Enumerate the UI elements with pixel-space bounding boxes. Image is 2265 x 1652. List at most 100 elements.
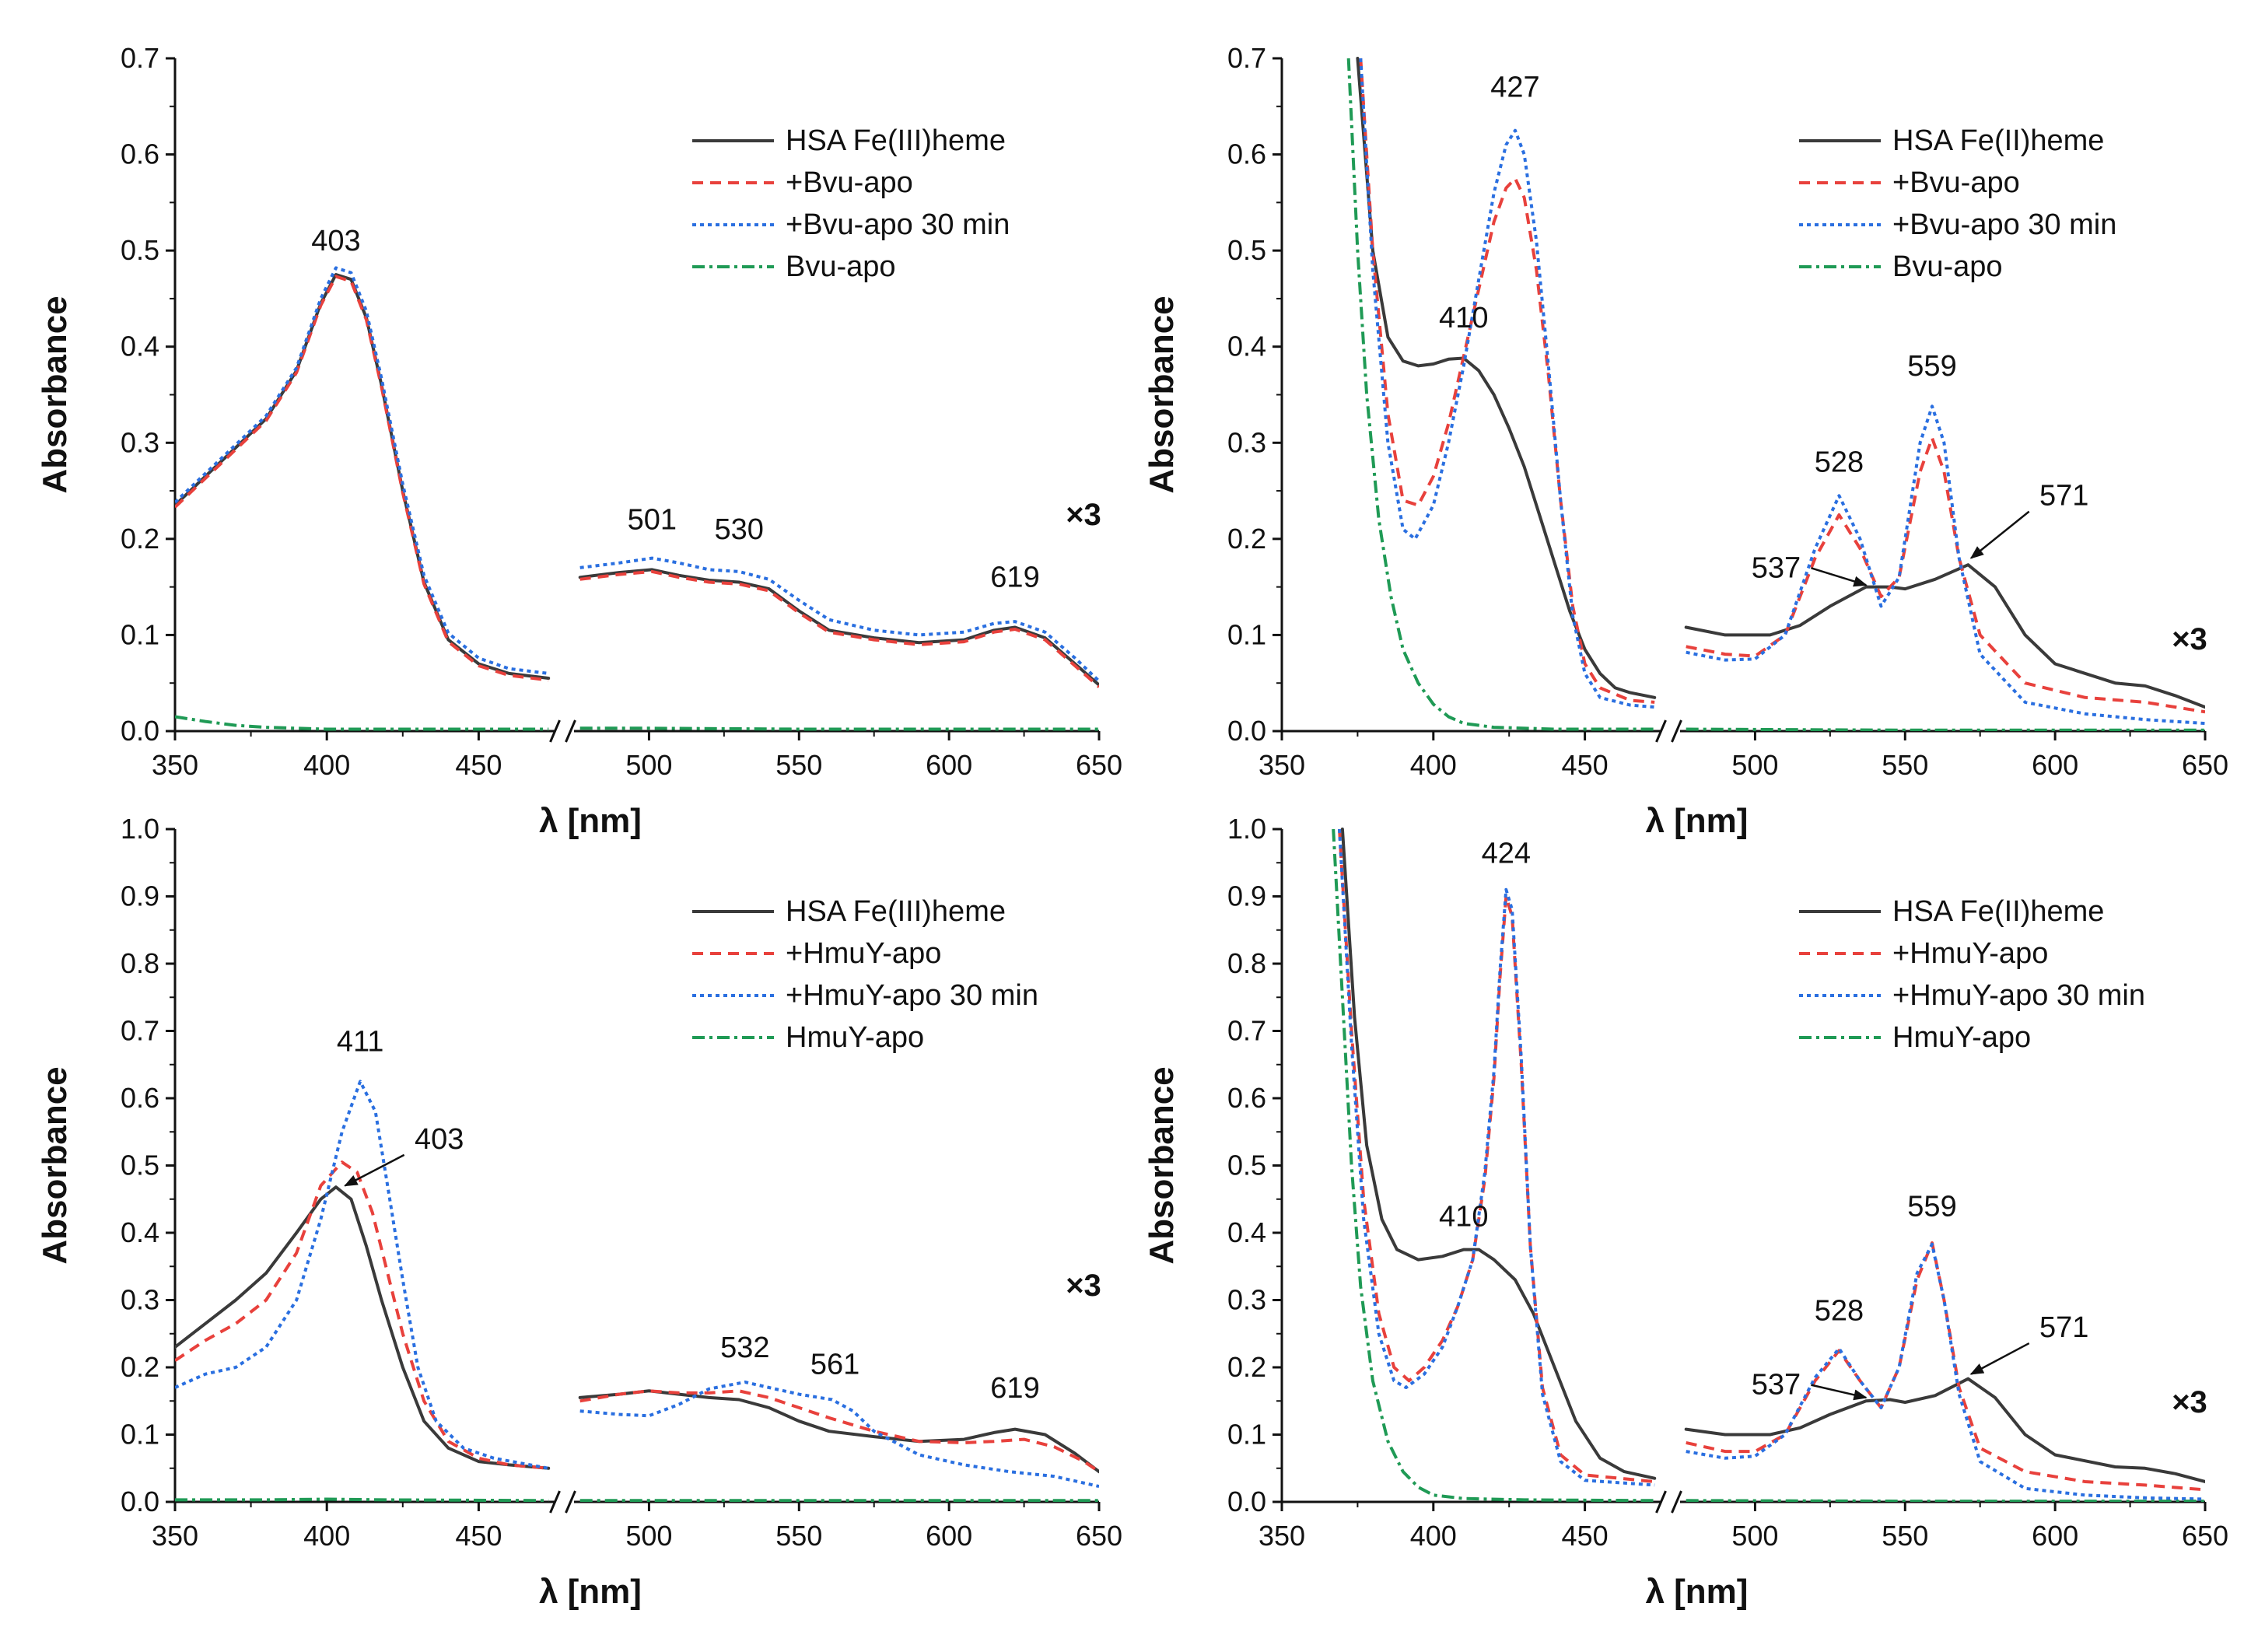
y-axis-title: Absorbance xyxy=(36,1066,74,1264)
series-line-apo-right xyxy=(1686,1241,2205,1492)
panel-top-right: 0.0 0.1 0.2 0.3 0.4 0.5 0.6 0.7 350 400 450 500 550 6… xyxy=(1143,42,2228,840)
x-axis-title: λ [nm] xyxy=(1646,802,1749,840)
peak-label: 410 xyxy=(1439,302,1488,334)
x-tick-label: 350 xyxy=(1259,749,1305,781)
y-tick-label: 0.6 xyxy=(121,1082,159,1114)
series-line-apo-right xyxy=(1686,436,2205,714)
axis-break-mark xyxy=(1671,1490,1682,1514)
y-axis-title: Absorbance xyxy=(1143,296,1181,493)
annotation-arrow xyxy=(1811,1384,1868,1401)
legend-label: HSA Fe(II)heme xyxy=(1892,895,2104,928)
axis-break-mark xyxy=(1655,1490,1667,1514)
legend-label: +HmuY-apo xyxy=(1892,937,2048,970)
x-tick-label: 550 xyxy=(775,749,822,781)
peak-label: 537 xyxy=(1752,1369,1801,1402)
annotation-arrow xyxy=(344,1153,405,1187)
legend-label: Bvu-apo xyxy=(1892,250,2003,283)
peak-label: 528 xyxy=(1815,446,1864,478)
peak-label: 619 xyxy=(990,1372,1039,1405)
x-tick-label: 600 xyxy=(926,1520,972,1552)
legend-label: HSA Fe(II)heme xyxy=(1892,124,2104,157)
y-tick-label: 0.3 xyxy=(121,1284,159,1316)
series-line-protein-left xyxy=(1346,58,1655,731)
annotation-arrow xyxy=(1969,510,2030,559)
y-tick-label: 0.2 xyxy=(121,523,159,555)
y-tick-label: 0.1 xyxy=(121,1419,159,1451)
y-tick-label: 0.5 xyxy=(1227,1150,1266,1181)
peak-label: 424 xyxy=(1482,837,1531,870)
y-tick-label: 0.7 xyxy=(121,42,159,74)
x-axis-symbol: λ xyxy=(539,802,558,840)
x-axis-unit: [nm] xyxy=(1674,1573,1748,1611)
series-line-hsa-right xyxy=(578,568,1099,687)
axis-break-mark xyxy=(1671,719,1682,743)
x-tick-label: 400 xyxy=(303,1520,350,1552)
axis-break-mark xyxy=(565,719,576,743)
y-tick-label: 0.9 xyxy=(121,880,159,912)
y-tick-label: 0.9 xyxy=(1227,880,1266,912)
x-tick-label: 450 xyxy=(455,749,502,781)
x-tick-label: 550 xyxy=(1882,749,1928,781)
peak-label: 571 xyxy=(2039,1311,2088,1344)
y-tick-label: 0.4 xyxy=(121,1216,159,1248)
axis-break-mark xyxy=(549,719,561,743)
series-line-hsa-right xyxy=(1684,1377,2205,1483)
peak-label: 411 xyxy=(337,1025,384,1058)
y-tick-label: 0.4 xyxy=(1227,1216,1266,1248)
x-tick-label: 550 xyxy=(775,1520,822,1552)
x-tick-label: 600 xyxy=(2032,749,2078,781)
x-tick-label: 500 xyxy=(625,1520,672,1552)
axis-break-mark xyxy=(565,1490,576,1514)
y-tick-label: 0.2 xyxy=(1227,1351,1266,1383)
legend-label: +HmuY-apo 30 min xyxy=(786,979,1038,1012)
peak-label: 537 xyxy=(1752,551,1801,584)
y-tick-label: 0.5 xyxy=(1227,234,1266,266)
x-axis-title: λ [nm] xyxy=(1646,1573,1749,1611)
x-tick-label: 500 xyxy=(1731,749,1778,781)
series-line-protein-left xyxy=(175,715,549,731)
peak-label: 559 xyxy=(1907,1190,1956,1223)
x-tick-label: 350 xyxy=(152,1520,198,1552)
peak-label: 561 xyxy=(810,1349,859,1381)
legend-label: +Bvu-apo xyxy=(1892,166,2020,199)
peak-label: 559 xyxy=(1907,350,1956,383)
y-tick-label: 0.5 xyxy=(121,1150,159,1181)
series-line-protein-left xyxy=(175,1497,549,1502)
series-line-apo-right xyxy=(579,1389,1099,1473)
series-line-hsa-left xyxy=(1356,57,1657,699)
x-axis-unit: [nm] xyxy=(568,802,642,840)
x-axis-title: λ [nm] xyxy=(539,802,642,840)
y-tick-label: 0.7 xyxy=(1227,1015,1266,1047)
y-tick-label: 0.8 xyxy=(121,947,159,979)
y-tick-label: 0.6 xyxy=(121,138,159,170)
x-tick-label: 350 xyxy=(152,749,198,781)
legend-label: HSA Fe(III)heme xyxy=(786,895,1006,928)
scale-factor-label: ×3 xyxy=(2172,1385,2207,1419)
series-line-protein-left xyxy=(1332,828,1655,1502)
legend-label: HmuY-apo xyxy=(786,1021,924,1054)
series-line-apo30-left xyxy=(175,266,549,675)
y-tick-label: 0.6 xyxy=(1227,1082,1266,1114)
y-tick-label: 1.0 xyxy=(1227,813,1266,845)
series-line-hsa-left xyxy=(175,1185,551,1470)
x-axis-symbol: λ xyxy=(1646,1573,1665,1611)
panel-bottom-right: 0.0 0.1 0.2 0.3 0.4 0.5 0.6 0.7 0.8 0.9 1.0 350 400 4… xyxy=(1143,813,2228,1611)
axis-break-mark xyxy=(549,1490,561,1514)
x-axis-symbol: λ xyxy=(539,1573,558,1611)
series-line-apo30-right xyxy=(1686,404,2205,726)
y-tick-label: 0.1 xyxy=(1227,1419,1266,1451)
peak-label: 403 xyxy=(311,225,360,257)
x-axis-symbol: λ xyxy=(1646,802,1665,840)
x-tick-label: 650 xyxy=(2182,749,2228,781)
y-tick-label: 0.7 xyxy=(121,1015,159,1047)
series-line-apo-left xyxy=(175,1160,549,1470)
y-tick-label: 0.7 xyxy=(1227,42,1266,74)
x-tick-label: 400 xyxy=(1410,1520,1457,1552)
scale-factor-label: ×3 xyxy=(1066,498,1101,532)
series-line-apo-left xyxy=(1359,58,1655,704)
y-tick-label: 0.1 xyxy=(121,618,159,650)
panel-top-left: 0.0 0.1 0.2 0.3 0.4 0.5 0.6 0.7 350 400 450 500 550 6… xyxy=(36,42,1122,840)
peak-label: 528 xyxy=(1815,1294,1864,1327)
y-tick-label: 1.0 xyxy=(121,813,159,845)
